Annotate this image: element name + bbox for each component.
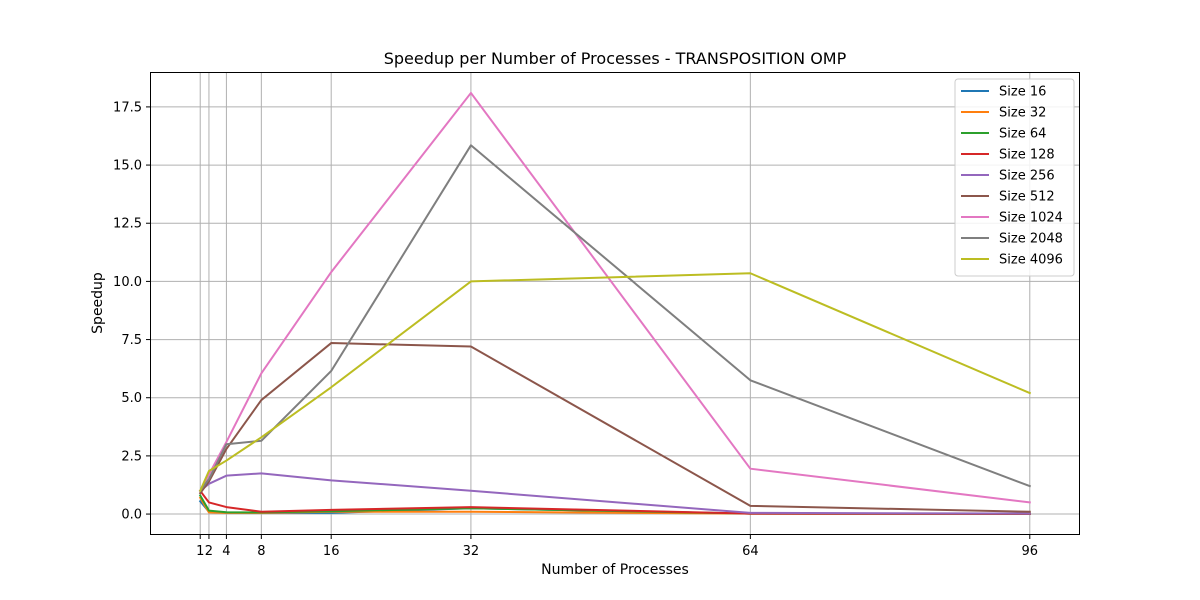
y-tick-label: 10.0 (113, 275, 142, 290)
x-tick-label: 8 (257, 544, 265, 559)
x-tick-label: 64 (742, 544, 759, 559)
legend-label: Size 2048 (999, 232, 1063, 247)
x-tick-label: 1 (196, 544, 204, 559)
y-tick-label: 5.0 (121, 391, 142, 406)
x-tick-label: 96 (1022, 544, 1039, 559)
legend-label: Size 256 (999, 169, 1055, 184)
y-tick-label: 12.5 (113, 217, 142, 232)
legend-label: Size 4096 (999, 253, 1063, 268)
plot-frame (150, 72, 1080, 535)
y-axis-label: Speedup (90, 272, 106, 334)
legend-box (954, 78, 1075, 277)
x-tick-label: 32 (463, 544, 480, 559)
legend-label: Size 1024 (999, 211, 1063, 226)
series-line-size-512 (198, 342, 1031, 513)
x-axis-label: Number of Processes (541, 562, 689, 578)
series-line-size-256 (198, 472, 1031, 515)
legend-label: Size 16 (999, 85, 1046, 100)
series-lines (198, 91, 1032, 515)
y-tick-label: 0.0 (121, 508, 142, 523)
x-axis-ticks: 1 2 4 8 16 32 64 96 (196, 535, 1038, 559)
legend-label: Size 512 (999, 190, 1055, 205)
legend: Size 16 Size 32 Size 64 Size 128 Size 256 Siz… (954, 78, 1075, 277)
x-tick-label: 16 (323, 544, 340, 559)
legend-label: Size 128 (999, 148, 1055, 163)
y-tick-label: 17.5 (113, 100, 142, 115)
series-line-size-128 (198, 489, 1031, 515)
y-tick-label: 7.5 (121, 333, 142, 348)
series-line-size-4096 (198, 272, 1032, 493)
y-axis-ticks: 0.0 2.5 5.0 7.5 10.0 12.5 15.0 17.5 (113, 100, 150, 523)
legend-label: Size 32 (999, 106, 1046, 121)
x-tick-label: 2 (205, 544, 213, 559)
chart-title: Speedup per Number of Processes - TRANSP… (384, 49, 847, 68)
legend-label: Size 64 (999, 127, 1046, 142)
x-tick-label: 4 (222, 544, 230, 559)
series-line-size-2048 (198, 144, 1032, 493)
y-tick-label: 2.5 (121, 449, 142, 464)
y-tick-label: 15.0 (113, 159, 142, 174)
